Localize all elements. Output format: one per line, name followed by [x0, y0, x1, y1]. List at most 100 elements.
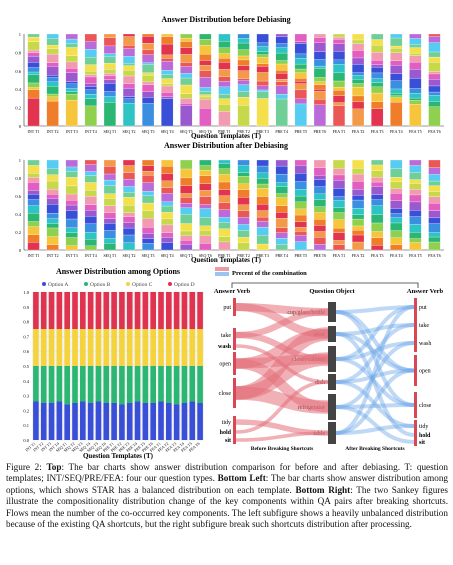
template-tick-label: FEA T3	[371, 129, 384, 134]
bar-segment	[161, 33, 174, 37]
template-tick-label: FEA T2	[352, 253, 365, 258]
bar-segment	[256, 226, 269, 236]
bar-segment	[275, 43, 288, 48]
bar-segment	[27, 199, 40, 206]
bar-segment	[180, 66, 193, 74]
bar-segment	[103, 179, 116, 186]
bar-segment	[122, 222, 136, 229]
bar-option-d	[134, 292, 141, 329]
bar-segment	[142, 84, 155, 92]
bar-segment	[27, 55, 40, 63]
legend-marker	[84, 282, 88, 286]
bar-segment	[103, 53, 116, 57]
bar-option-d	[197, 292, 203, 329]
bar-segment	[371, 186, 384, 195]
x-tick-label: INT T2	[32, 441, 44, 453]
bar-segment	[142, 165, 155, 172]
bar-segment	[103, 33, 116, 38]
bar-option-a	[126, 403, 133, 440]
bar-segment	[103, 166, 116, 175]
bar-segment	[313, 175, 326, 180]
bar-segment	[371, 237, 384, 246]
bar-segment	[218, 33, 231, 42]
bar-option-d	[87, 292, 94, 329]
bar-segment	[390, 222, 403, 231]
bar-segment	[46, 194, 59, 199]
bar-segment	[409, 61, 422, 70]
bar-segment	[352, 101, 365, 110]
bar-option-a	[111, 403, 117, 440]
sankey-after-label: After Breaking Shortcuts	[345, 446, 404, 452]
caption-bottom-right-label: Bottom Right	[295, 484, 351, 495]
bar-segment	[294, 58, 307, 65]
bar-segment	[390, 208, 403, 214]
bar-segment	[103, 37, 116, 47]
bar-segment	[65, 91, 78, 95]
bar-option-b	[158, 366, 164, 402]
bar-segment	[237, 59, 250, 66]
sankey-right-verb: tidy	[419, 424, 428, 430]
bar-segment	[313, 231, 326, 238]
bar-segment	[27, 74, 40, 84]
bar-segment	[390, 237, 403, 245]
options-chart-title: Answer Distribution among Options	[56, 267, 180, 276]
sankey-right-verb: hold	[419, 433, 431, 439]
bar-segment	[390, 45, 403, 49]
bar-segment	[103, 63, 116, 70]
bar-segment	[46, 198, 59, 205]
bar-segment	[161, 92, 174, 97]
bar-option-c	[95, 329, 102, 366]
bar-segment	[218, 53, 231, 59]
bar-option-d	[56, 292, 63, 329]
bar-segment	[103, 75, 116, 80]
top-chart-title: Answer Distribution before Debiasing	[161, 15, 290, 24]
bar-option-b	[72, 366, 78, 403]
bar-segment	[27, 234, 40, 243]
bar-option-c	[103, 329, 110, 366]
bar-option-b	[142, 366, 149, 403]
template-tick-label: PRE T4	[275, 253, 288, 258]
bar-segment	[218, 241, 231, 251]
bar-segment	[313, 84, 326, 90]
sankey-diagram: Answer Verb Question Object Answer Verb put…	[214, 282, 443, 452]
options-chart-xlabel: Question Templates (T)	[83, 452, 154, 460]
bar-segment	[332, 232, 346, 241]
sankey-left-node	[233, 298, 236, 316]
bar-segment	[199, 159, 212, 166]
bar-option-a	[134, 401, 141, 440]
bar-segment	[84, 86, 97, 90]
bar-segment	[352, 39, 365, 44]
bar-segment	[428, 203, 441, 211]
y-tick-label: 0	[19, 248, 22, 253]
mid-stacked-bar-chart: 1 0.8 0.6 0.4 0.2 0 INT T1 INT T2 INT T3 INT T4 SE…	[15, 158, 444, 258]
bar-segment	[313, 33, 326, 38]
bar-segment	[122, 45, 136, 49]
bar-segment	[103, 159, 116, 167]
bar-segment	[313, 68, 326, 78]
sankey-link-before	[235, 358, 329, 413]
bar-segment	[409, 44, 422, 48]
bar-segment	[313, 225, 326, 232]
bar-segment	[256, 98, 269, 127]
sankey-left-verb: close	[219, 391, 232, 397]
bar-segment	[65, 83, 78, 89]
bar-segment	[294, 72, 307, 79]
bar-segment	[103, 91, 116, 97]
bar-segment	[371, 222, 384, 232]
bar-option-a	[158, 401, 164, 440]
bar-segment	[352, 159, 365, 169]
y-tick-label: 0.8	[23, 320, 29, 325]
bar-segment	[237, 237, 250, 243]
caption-bottom-right-text: : The two Sankey figures illustrate the …	[6, 484, 448, 530]
bar-segment	[161, 224, 174, 233]
bar-segment	[180, 62, 193, 67]
sankey-link-after	[335, 305, 415, 361]
bar-option-a	[173, 404, 180, 440]
bar-option-d	[64, 292, 70, 329]
y-tick-label: 0.4	[15, 212, 21, 217]
bar-segment	[237, 105, 250, 127]
bar-segment	[390, 52, 403, 61]
bar-segment	[27, 205, 40, 214]
template-tick-label: FEA T4	[390, 253, 403, 258]
bar-option-c	[33, 329, 39, 366]
